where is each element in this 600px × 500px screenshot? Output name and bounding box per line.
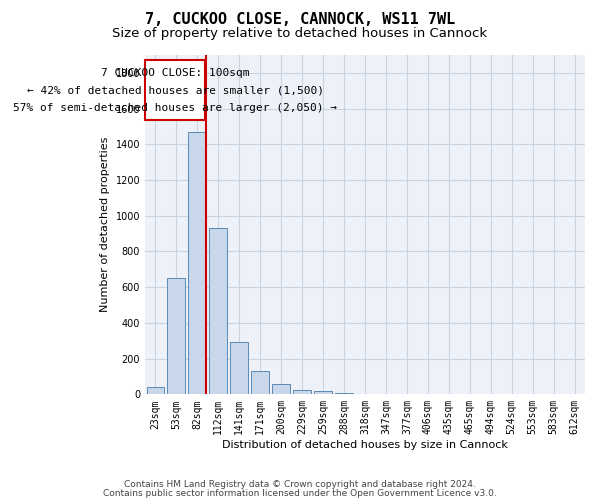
Bar [167, 278, 185, 394]
Bar [146, 387, 164, 394]
Text: 7 CUCKOO CLOSE: 100sqm: 7 CUCKOO CLOSE: 100sqm [101, 68, 250, 78]
Bar [230, 342, 248, 394]
Text: Contains public sector information licensed under the Open Government Licence v3: Contains public sector information licen… [103, 488, 497, 498]
Text: Size of property relative to detached houses in Cannock: Size of property relative to detached ho… [112, 28, 488, 40]
Bar [293, 390, 311, 394]
Text: 7, CUCKOO CLOSE, CANNOCK, WS11 7WL: 7, CUCKOO CLOSE, CANNOCK, WS11 7WL [145, 12, 455, 28]
Text: ← 42% of detached houses are smaller (1,500): ← 42% of detached houses are smaller (1,… [27, 86, 324, 96]
Text: Contains HM Land Registry data © Crown copyright and database right 2024.: Contains HM Land Registry data © Crown c… [124, 480, 476, 489]
Bar [251, 371, 269, 394]
Text: 57% of semi-detached houses are larger (2,050) →: 57% of semi-detached houses are larger (… [13, 103, 337, 113]
Bar [188, 132, 206, 394]
Bar [335, 393, 353, 394]
Y-axis label: Number of detached properties: Number of detached properties [100, 137, 110, 312]
FancyBboxPatch shape [145, 60, 205, 120]
Bar [272, 384, 290, 394]
X-axis label: Distribution of detached houses by size in Cannock: Distribution of detached houses by size … [222, 440, 508, 450]
Bar [314, 391, 332, 394]
Bar [209, 228, 227, 394]
